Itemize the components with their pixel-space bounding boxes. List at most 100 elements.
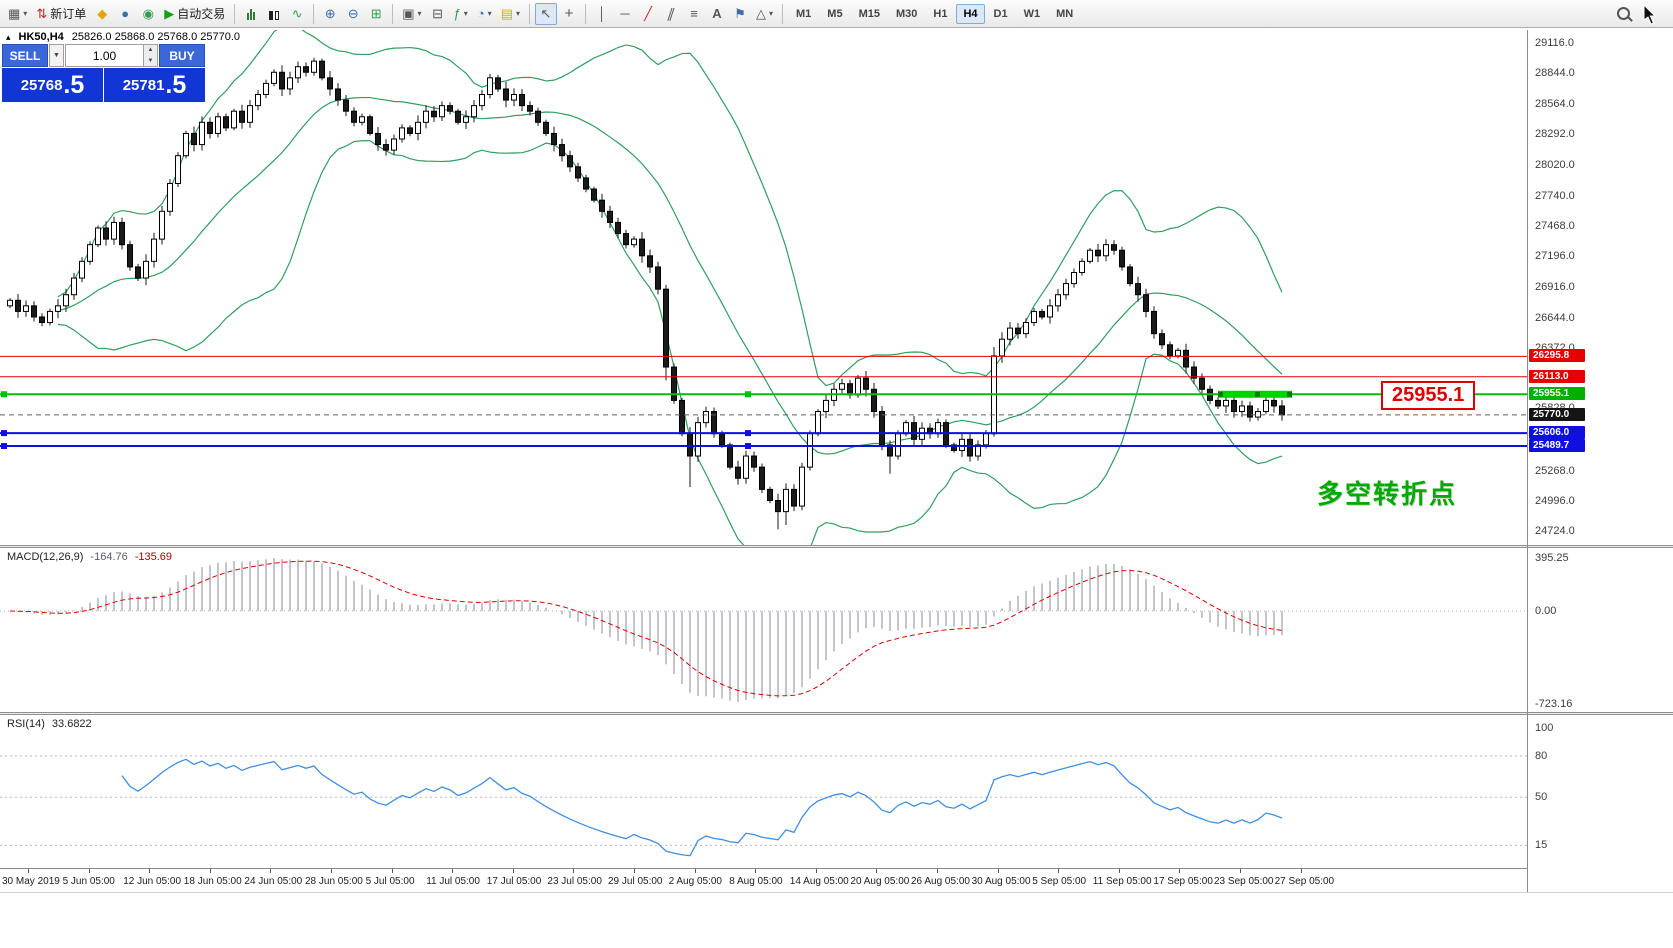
time-label: 8 Aug 05:00 (729, 876, 783, 887)
clock-icon: ◔ (476, 6, 485, 21)
time-tick (1179, 869, 1181, 873)
search-icon (1616, 7, 1630, 20)
price-tick: 24724.0 (1535, 525, 1575, 538)
price-badge: 26113.0 (1529, 369, 1585, 383)
search-button[interactable] (1612, 3, 1634, 25)
timeframe-button-h1[interactable]: H1 (926, 4, 954, 24)
rsi-axis-label: 50 (1535, 791, 1548, 804)
time-label: 30 May 2019 (2, 876, 60, 887)
price-tick: 28844.0 (1535, 66, 1575, 79)
sell-price-display[interactable]: 25768 .5 (2, 68, 103, 102)
time-label: 11 Jul 05:00 (426, 876, 480, 887)
profile-icon: ● (121, 6, 130, 21)
macd-signal-line (9, 560, 1283, 697)
timeframe-button-w1[interactable]: W1 (1017, 4, 1048, 24)
bar-chart-button[interactable] (240, 3, 262, 25)
price-axis: 395.25 0.00 -723.16 29116.0 28844.0 28564.… (1528, 0, 1673, 948)
time-label: 14 Aug 05:00 (789, 876, 849, 887)
trendline-button[interactable]: ╱ (637, 3, 659, 25)
indicators-button[interactable]: ƒ ▾ (450, 3, 472, 25)
tile-windows-icon: ⊞ (370, 6, 382, 21)
timeframe-button-h4[interactable]: H4 (956, 3, 985, 24)
vertical-line-button[interactable]: │ (591, 3, 613, 25)
chinese-annotation[interactable]: 多空转折点 (1317, 479, 1458, 509)
play-icon: ▶ (164, 6, 175, 21)
buy-price-display[interactable]: 25781 .5 (104, 68, 205, 102)
panel-divider[interactable] (0, 545, 1673, 548)
timeframe-button-m5[interactable]: M5 (820, 4, 849, 24)
rsi-panel[interactable] (0, 715, 1527, 868)
toolbar-separator (529, 3, 530, 24)
volume-up-button[interactable]: ▲ (144, 45, 157, 56)
buy-button[interactable]: BUY (159, 44, 205, 67)
fibonacci-button[interactable]: ≡ (683, 3, 705, 25)
line-chart-button[interactable]: ∿ (286, 3, 308, 25)
timeframe-button-d1[interactable]: D1 (987, 4, 1015, 24)
price-tick: 28564.0 (1535, 98, 1575, 111)
timeframe-button-m30[interactable]: M30 (889, 4, 924, 24)
cursor-button[interactable]: ↖ (535, 2, 557, 25)
crosshair-button[interactable]: + (558, 3, 580, 25)
rsi-axis-label: 100 (1535, 722, 1554, 735)
time-label: 20 Aug 05:00 (850, 876, 910, 887)
volume-dropdown-button[interactable]: ▼ (49, 44, 64, 67)
buy-price-main: 25781 (122, 76, 165, 94)
panel-divider[interactable] (0, 712, 1673, 715)
shapes-button[interactable]: △ ▾ (752, 3, 777, 25)
label-button[interactable]: ⚑ (729, 3, 751, 25)
new-order-button[interactable]: ⇅ 新订单 (32, 3, 90, 25)
candlestick-chart-button[interactable] (263, 3, 285, 25)
macd-axis-bottom: -723.16 (1535, 698, 1573, 710)
timeframe-button-m1[interactable]: M1 (789, 4, 818, 24)
favorites-button[interactable]: ◆ (91, 3, 113, 25)
main-chart[interactable] (0, 30, 1527, 545)
tile-windows-button[interactable]: ⊞ (365, 3, 387, 25)
time-label: 5 Jul 05:00 (365, 876, 415, 887)
rsi-axis-label: 80 (1535, 749, 1548, 762)
new-window-button[interactable]: ▣ ▾ (398, 3, 425, 25)
price-badge: 25489.7 (1529, 439, 1585, 453)
timeframe-button-mn[interactable]: MN (1049, 4, 1080, 24)
rsi-value: 33.6822 (51, 718, 92, 730)
templates-button[interactable]: ▤ ▾ (497, 3, 524, 25)
macd-axis-zero: 0.00 (1535, 604, 1557, 617)
volume-down-button[interactable]: ▼ (144, 55, 157, 66)
price-callout[interactable]: 25955.1 (1381, 381, 1476, 411)
horizontal-lines[interactable] (0, 355, 1527, 450)
zoom-in-button[interactable]: ⊕ (319, 3, 341, 25)
chevron-down-icon: ▾ (487, 9, 492, 18)
community-button[interactable]: ◉ (137, 3, 159, 25)
channel-icon: ∥ (665, 6, 677, 21)
collapse-icon[interactable]: ▴ (6, 31, 11, 42)
time-axis[interactable]: 30 May 2019 5 Jun 05:00 12 Jun 05:00 18 Jun… (0, 868, 1527, 893)
flag-icon: ⚑ (734, 6, 746, 21)
time-tick (937, 869, 938, 873)
volume-input[interactable]: 1.00 (92, 48, 117, 63)
macd-panel[interactable] (0, 548, 1527, 712)
crosshair-icon: + (564, 5, 574, 22)
rsi-axis-label: 15 (1535, 839, 1548, 852)
timeframe-button-m15[interactable]: M15 (852, 4, 887, 24)
price-tick: 26644.0 (1535, 311, 1575, 324)
channel-button[interactable]: ∥ (660, 3, 682, 25)
new-chart-button[interactable]: ▦ ▾ (4, 3, 31, 25)
trendline-icon: ╱ (644, 6, 652, 21)
new-chart-icon: ▦ (8, 6, 21, 21)
macd-axis-top: 395.25 (1535, 552, 1569, 564)
autotrading-button[interactable]: ▶ 自动交易 (160, 3, 229, 25)
time-tick (331, 869, 332, 873)
horizontal-line-button[interactable]: ─ (614, 3, 636, 25)
macd-histogram (17, 558, 1283, 702)
one-click-trading-panel: SELL ▼ 1.00 ▲ ▼ BUY 25768 .5 25781 .5 (2, 44, 205, 102)
profile-button[interactable]: ● (114, 3, 136, 25)
timeframe-group: M1 M5 M15 M30 H1 H4 D1 W1 MN (788, 3, 1081, 24)
zoom-out-button[interactable]: ⊖ (342, 3, 364, 25)
cascade-windows-button[interactable]: ⊟ (427, 3, 449, 25)
time-label: 23 Sep 05:00 (1214, 876, 1274, 887)
rsi-header: RSI(14) 33.6822 (7, 718, 92, 730)
toolbar-separator (782, 3, 784, 24)
text-button[interactable]: A (706, 3, 728, 25)
periods-button[interactable]: ◔ ▾ (473, 3, 496, 25)
sell-button[interactable]: SELL (2, 44, 48, 67)
